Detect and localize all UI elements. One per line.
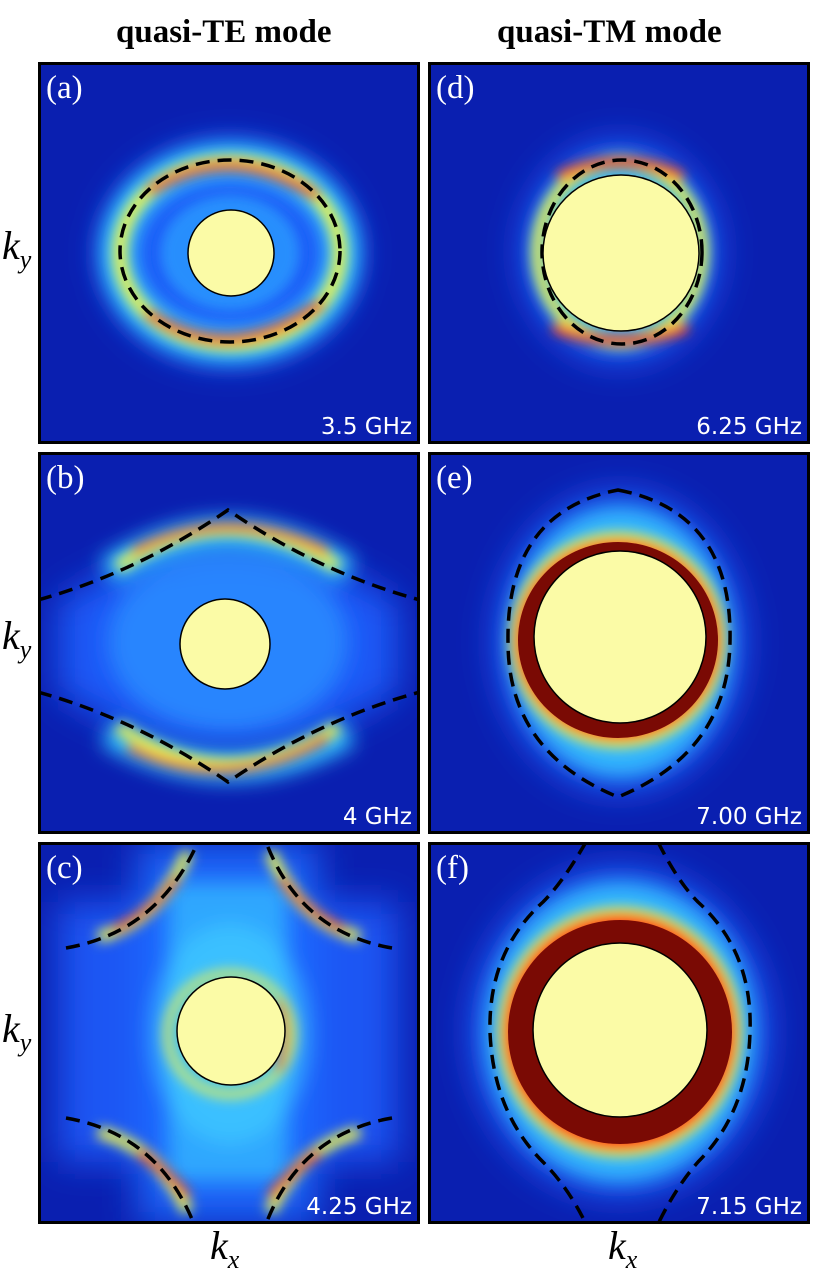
frequency-label: 4 GHz [343, 804, 412, 830]
panel-label: (c) [46, 850, 83, 886]
panel-label: (d) [436, 70, 474, 106]
panel-label: (a) [46, 70, 83, 106]
frequency-label: 6.25 GHz [696, 414, 802, 440]
light-cone [179, 598, 271, 690]
kx-label-left: kx [210, 1223, 240, 1274]
frequency-label: 7.00 GHz [696, 804, 802, 830]
dispersion-curve [118, 158, 342, 344]
panel-a: (a) 3.5 GHz [38, 62, 420, 444]
panel-label: (e) [436, 460, 473, 496]
ky-label-row3: ky [2, 1006, 32, 1057]
dispersion-curve-top-left [65, 842, 200, 950]
frequency-label: 7.15 GHz [696, 1194, 802, 1220]
frequency-label: 3.5 GHz [321, 414, 412, 440]
light-cone [532, 942, 708, 1118]
kx-label-right: kx [608, 1223, 638, 1274]
dispersion-curve [506, 488, 732, 799]
panel-d: (d) 6.25 GHz [428, 62, 810, 444]
panel-e: (e) 7.00 GHz [428, 452, 810, 834]
panel-f: (f) 7.15 GHz [428, 842, 810, 1224]
light-cone [533, 550, 707, 724]
panel-c: (c) 4.25 GHz [38, 842, 420, 1224]
ky-label-row2: ky [2, 613, 32, 664]
panel-label: (b) [46, 460, 84, 496]
frequency-label: 4.25 GHz [306, 1194, 412, 1220]
light-cone [187, 209, 275, 297]
dispersion-curve [540, 158, 704, 346]
panel-b: (b) 4 GHz [38, 452, 420, 834]
panel-label: (f) [436, 850, 469, 886]
ky-label-row1: ky [2, 223, 32, 274]
light-cone [542, 174, 700, 332]
light-cone [176, 976, 286, 1086]
quasi-tm-title: quasi-TM mode [497, 14, 722, 50]
quasi-te-title: quasi-TE mode [116, 14, 332, 50]
dispersion-curve-top [38, 507, 420, 602]
dispersion-curve-bottom [38, 690, 420, 785]
